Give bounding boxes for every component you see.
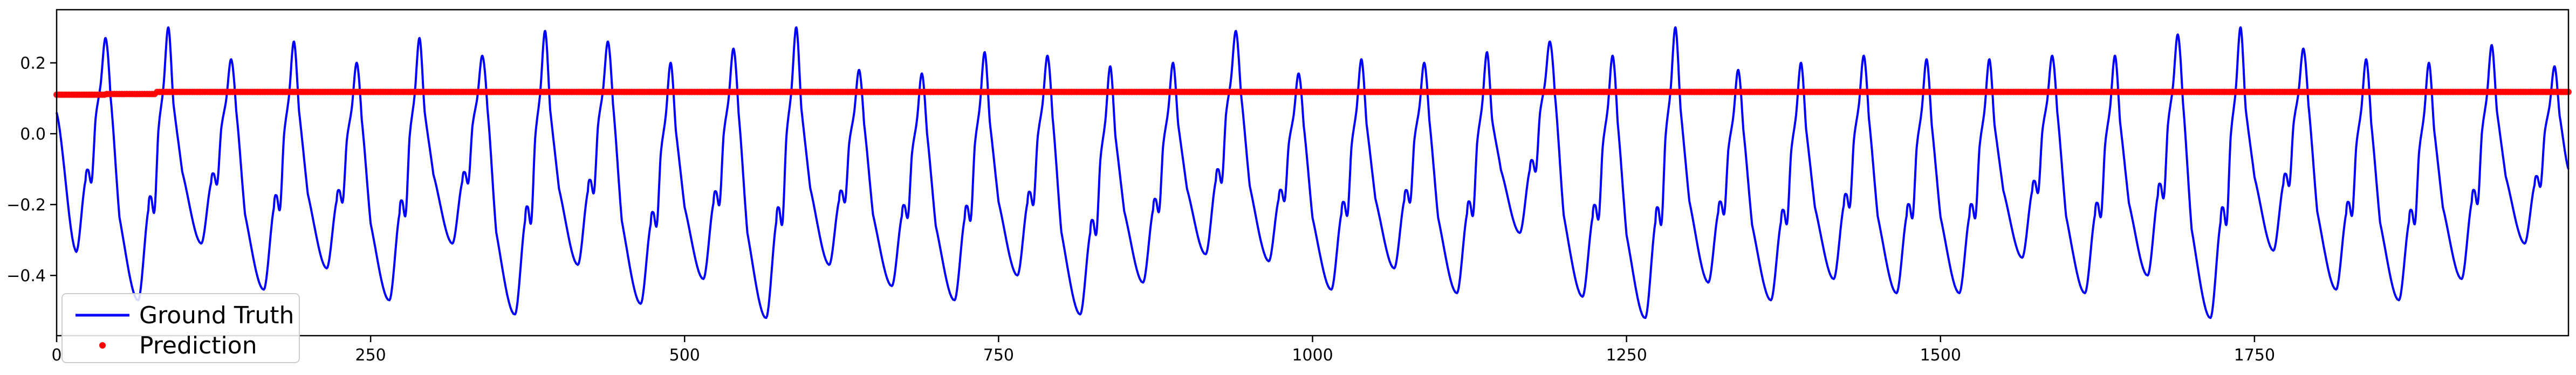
legend-label-ground-truth: Ground Truth bbox=[139, 302, 294, 329]
x-tick-label: 250 bbox=[355, 346, 386, 365]
x-tick-label: 750 bbox=[983, 346, 1014, 365]
legend-frame bbox=[61, 293, 300, 363]
plot-area bbox=[53, 26, 2572, 320]
y-tick-label: 0.0 bbox=[20, 125, 46, 144]
y-tick-label: −0.2 bbox=[6, 196, 46, 215]
x-tick-label: 1000 bbox=[1292, 346, 1333, 365]
series-prediction-points bbox=[53, 88, 2572, 98]
x-tick-label: 1250 bbox=[1606, 346, 1647, 365]
legend: Ground Truth Prediction bbox=[61, 293, 300, 363]
x-tick-label: 500 bbox=[669, 346, 700, 365]
series-ground-truth-line bbox=[56, 26, 2570, 320]
x-tick-label: 1500 bbox=[1920, 346, 1961, 365]
x-tick-label: 1750 bbox=[2234, 346, 2275, 365]
x-tick-label: 0 bbox=[51, 346, 61, 365]
axes: 0 250 500 750 1000 1250 1500 1750 0.2 0.0 −0.2 −0.4 bbox=[6, 9, 2570, 365]
legend-swatch-prediction bbox=[99, 342, 106, 349]
legend-label-prediction: Prediction bbox=[139, 332, 257, 359]
y-tick-label: 0.2 bbox=[20, 54, 46, 73]
y-tick-label: −0.4 bbox=[6, 267, 46, 286]
